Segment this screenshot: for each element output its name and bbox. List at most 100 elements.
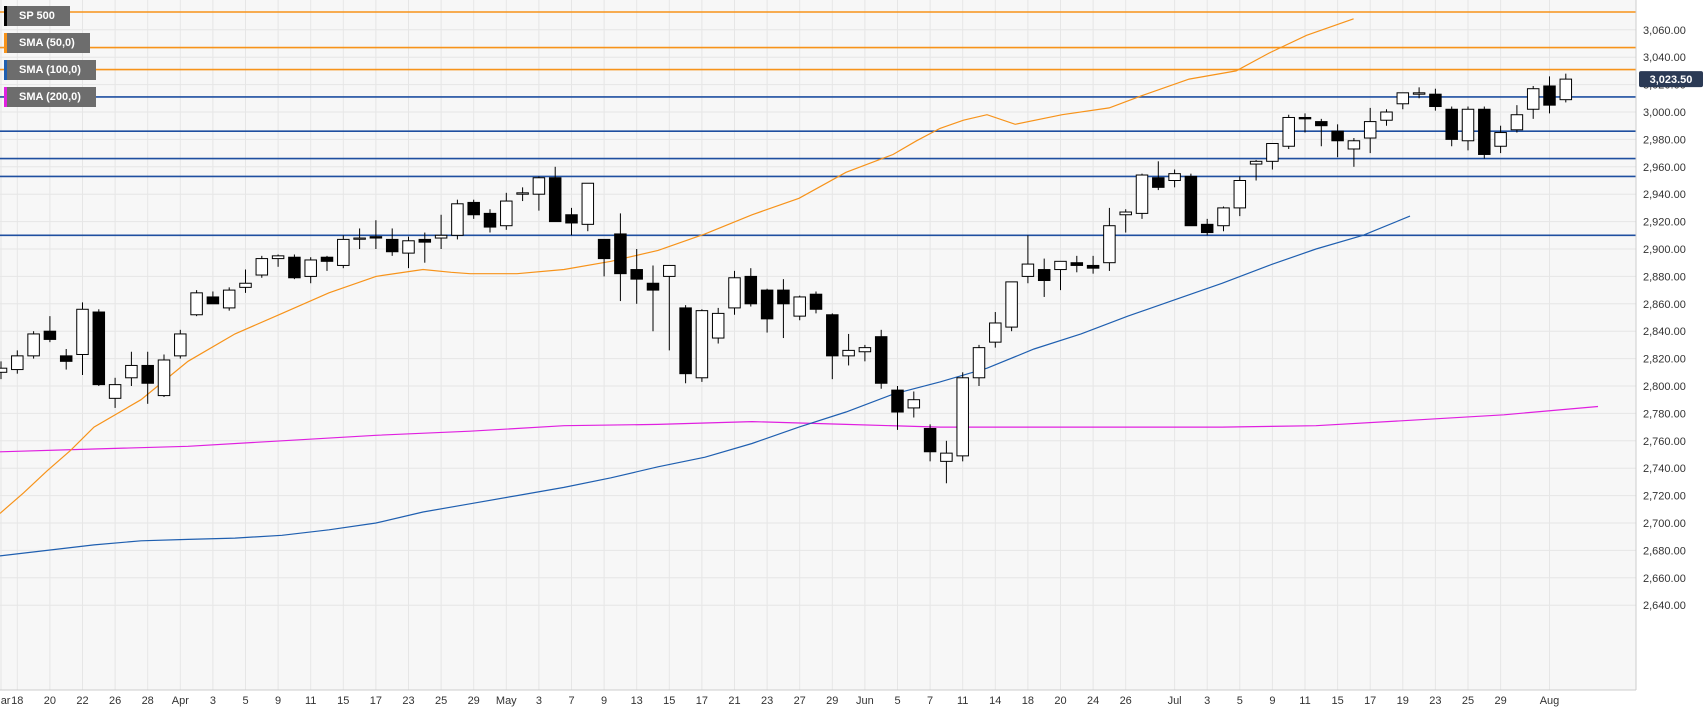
legend-sma200[interactable]: SMA (200,0) [4,87,96,107]
y-tick-label: 2,780.00 [1643,408,1686,420]
candle-body-bearish [826,314,839,357]
candle [532,176,546,211]
candle [1233,176,1247,217]
candle-body-bullish [1135,174,1149,214]
sma-lines [0,18,1599,557]
candle-body-bearish [43,330,57,340]
candle [1005,281,1018,332]
candle [1494,125,1507,154]
candle-body-bullish [972,347,986,379]
legend-sp500[interactable]: SP 500 [4,6,70,26]
x-tick-label: 28 [142,695,154,707]
candle-body-bearish [1070,262,1084,266]
candle [956,372,969,462]
candle-body-bearish [744,275,758,305]
candle [1152,161,1165,191]
current-price-label: 3,023.50 [1650,74,1693,86]
x-tick-label: 19 [1397,695,1409,707]
candle-body-bullish [793,296,806,317]
y-tick-label: 2,640.00 [1643,600,1686,612]
candle-body-bearish [565,214,578,224]
candle-body-bearish [288,256,301,279]
y-tick-label: 2,760.00 [1643,436,1686,448]
candle-body-bearish [1298,116,1312,120]
candle-body-bearish [874,336,888,384]
candle [1200,218,1214,236]
x-tick-label: Aug [1540,695,1560,707]
legend-sma200-label: SMA (200,0) [19,91,81,103]
x-tick-label: 18 [1022,695,1034,707]
x-tick-label: 14 [989,695,1001,707]
candle-body-bullish [353,237,366,240]
x-tick-label: 9 [601,695,607,707]
x-tick-label: 17 [370,695,382,707]
sma50-line [0,18,1354,514]
candle [157,354,171,397]
candle-body-bearish [1152,177,1165,188]
x-tick-label: 29 [468,695,480,707]
candle [1543,76,1556,114]
candle [548,166,562,223]
x-tick-label: 9 [1269,695,1275,707]
candle-body-bullish [940,452,953,462]
legend-sma100[interactable]: SMA (100,0) [4,60,96,80]
x-tick-label: 5 [894,695,900,707]
sma200-line [0,405,1599,453]
candle-body-bearish [418,238,432,243]
candle-body-bullish [1363,121,1377,139]
candle [989,312,1002,348]
candle-body-bullish [1347,140,1361,150]
candle [1298,113,1312,133]
x-tick-label: 21 [728,695,740,707]
candle [891,386,904,430]
y-tick-label: 2,680.00 [1643,545,1686,557]
candle-body-bullish [222,289,236,309]
candle [826,313,839,380]
y-tick-label: 3,040.00 [1643,52,1686,64]
candle [1461,106,1475,151]
candle [190,290,203,317]
x-tick-label: 25 [1462,695,1474,707]
candle-body-bearish [1037,269,1051,282]
y-tick-label: 2,920.00 [1643,217,1686,229]
x-tick-label: 11 [305,695,316,707]
x-tick-label: 22 [76,695,88,707]
candle-body-bullish [1282,116,1295,147]
candle [1070,255,1084,273]
candle [711,307,725,344]
candle-body-bullish [337,238,350,266]
candle-body-bullish [1168,173,1181,181]
candle-body-bullish [1021,263,1035,277]
candle [777,279,790,339]
candle-body-bearish [1478,108,1491,155]
candle-body-bullish [451,203,464,236]
candle-body-bearish [206,296,220,305]
candle-body-bullish [190,292,203,316]
x-tick-label: 24 [1087,695,1099,707]
y-tick-label: 2,820.00 [1643,354,1686,366]
candle-body-bullish [1119,211,1132,216]
candle [288,254,301,280]
x-tick-label: 7 [568,695,574,707]
candle [565,207,578,236]
candle [1037,258,1051,297]
candle [1315,118,1328,147]
candle-body-bullish [255,258,269,276]
y-tick-label: 2,660.00 [1643,573,1686,585]
candle [402,236,415,269]
current-price-badge [1639,71,1703,88]
candle-body-bullish [989,322,1002,343]
candle-body-bullish [956,377,969,457]
candle [1380,109,1393,126]
candle [353,228,366,249]
legend-sma50[interactable]: SMA (50,0) [4,33,90,53]
x-tick-label: 11 [957,695,968,707]
candle [597,238,611,277]
candle-body-bearish [777,289,790,305]
candle [679,305,692,384]
candle [1135,173,1149,219]
candle [418,232,432,263]
y-tick-label: 2,700.00 [1643,518,1686,530]
candle-body-bullish [1396,92,1410,105]
